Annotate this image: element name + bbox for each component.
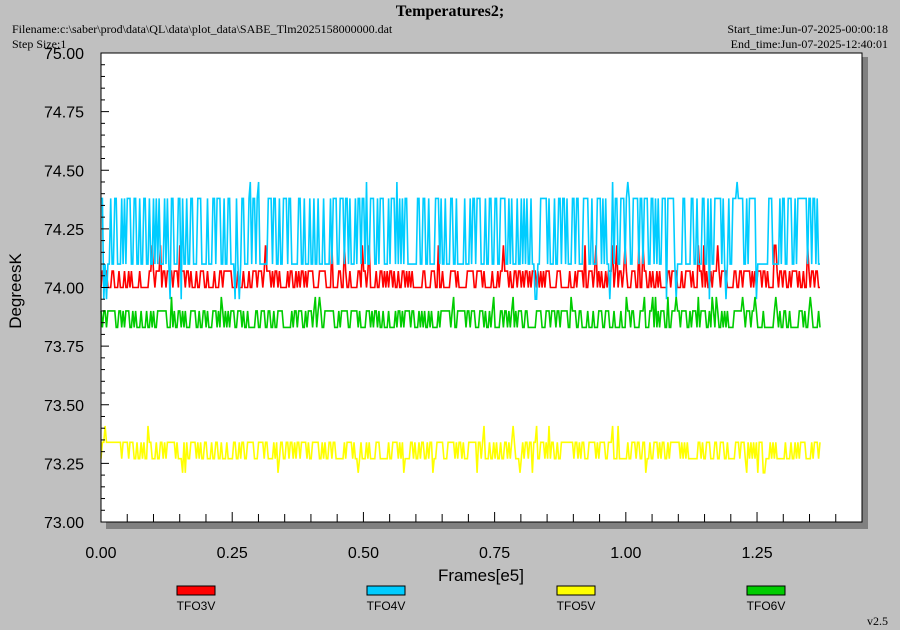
series-layer [100,181,821,474]
legend-item-tfo3v: TFO3V [176,585,216,613]
series-line-tfo6v [100,296,821,329]
end-time-label: End_time:Jun-07-2025-12:40:01 [730,37,888,51]
x-tick-label: 0.75 [479,545,510,562]
x-tick-label: 1.25 [741,545,772,562]
axes-layer: 73.00 73.25 73.50 73.75 74.00 74.25 74.50 74.75… [44,46,863,562]
legend-label: TFO4V [367,599,406,613]
y-tick-label: 74.25 [44,222,84,239]
x-tick-label: 1.00 [610,545,641,562]
legend-item-tfo4v: TFO4V [366,585,406,613]
x-axis-label: Frames[e5] [438,566,524,585]
series-tfo6v [100,296,821,329]
y-tick-label: 73.25 [44,456,84,473]
series-tfo5v [100,425,821,474]
legend-swatch [366,585,406,596]
x-tick-label: 0.50 [348,545,379,562]
legend-swatch [176,585,216,596]
series-tfo3v [100,244,820,289]
legend-swatch [556,585,596,596]
legend-label: TFO6V [747,599,786,613]
series-tfo4v [101,181,820,300]
filename-label: Filename:c:\saber\prod\data\QL\data\plot… [12,22,393,36]
y-tick-label: 75.00 [44,46,84,63]
chart-title: Temperatures2; [395,3,505,20]
series-line-tfo5v [100,425,821,474]
y-tick-label: 74.50 [44,163,84,180]
x-tick-label: 0.25 [217,545,248,562]
legend-item-tfo6v: TFO6V [746,585,786,613]
legend: TFO3V TFO4V TFO5V TFO6V [176,585,786,613]
legend-swatch [746,585,786,596]
y-tick-label: 74.00 [44,281,84,298]
x-tick-label: 0.00 [85,545,116,562]
legend-label: TFO5V [557,599,596,613]
y-tick-label: 73.00 [44,515,84,532]
series-line-tfo4v [101,181,820,300]
y-tick-label: 73.75 [44,339,84,356]
y-axis-label: DegreesK [6,253,25,329]
y-tick-label: 74.75 [44,105,84,122]
start-time-label: Start_time:Jun-07-2025-00:00:18 [727,22,888,36]
step-size-label: Step Size:1 [12,37,67,51]
legend-item-tfo5v: TFO5V [556,585,596,613]
legend-label: TFO3V [177,599,216,613]
y-tick-label: 73.50 [44,398,84,415]
version-label: v2.5 [867,614,888,628]
series-line-tfo3v [100,244,820,289]
